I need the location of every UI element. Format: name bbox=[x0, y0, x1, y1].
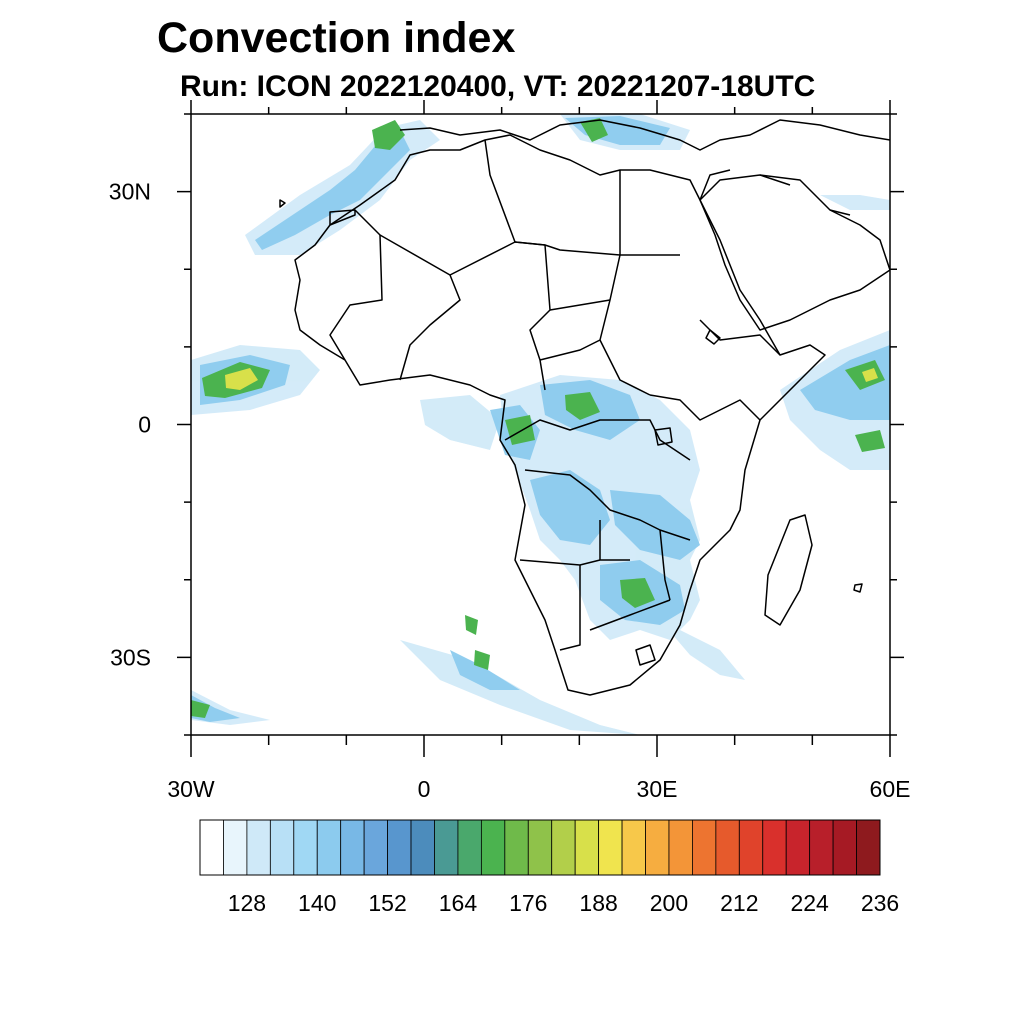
colorbar-label: 236 bbox=[861, 890, 899, 916]
colorbar-swatch bbox=[246, 819, 271, 876]
colorbar-label: 128 bbox=[228, 890, 266, 916]
colorbar-swatch bbox=[785, 819, 811, 876]
colorbar-swatch bbox=[457, 819, 482, 876]
lon-tick-label: 0 bbox=[418, 776, 431, 802]
colorbar-swatch bbox=[480, 819, 506, 876]
lon-tick-label: 60E bbox=[870, 776, 911, 802]
convection-field bbox=[191, 114, 890, 735]
colorbar-swatch bbox=[832, 819, 857, 876]
colorbar-swatch bbox=[316, 819, 342, 876]
colorbar-swatch bbox=[340, 819, 365, 876]
colorbar-swatch bbox=[762, 819, 787, 876]
lat-tick-label: 0 bbox=[138, 412, 151, 438]
colorbar-frame bbox=[199, 819, 881, 876]
colorbar-swatch bbox=[527, 819, 553, 876]
colorbar-label: 188 bbox=[579, 890, 617, 916]
chart-subtitle: Run: ICON 2022120400, VT: 20221207-18UTC bbox=[180, 70, 816, 103]
colorbar-swatch bbox=[738, 819, 764, 876]
axis-ticks bbox=[177, 100, 904, 757]
lat-tick-label: 30N bbox=[109, 179, 151, 205]
colorbar-label: 140 bbox=[298, 890, 336, 916]
colorbar-swatch bbox=[574, 819, 600, 876]
colorbar-labels: 128 140 152 164 176 188 200 212 224 236 bbox=[228, 890, 899, 916]
colorbar-swatch bbox=[668, 819, 693, 876]
coastlines-borders bbox=[279, 119, 890, 696]
colorbar-swatch bbox=[223, 819, 248, 876]
colorbar-swatch bbox=[434, 819, 459, 876]
colorbar-swatch bbox=[551, 819, 576, 876]
colorbar-swatch bbox=[363, 819, 388, 876]
colorbar-label: 164 bbox=[439, 890, 478, 916]
colorbar-label: 176 bbox=[509, 890, 547, 916]
lat-tick-label: 30S bbox=[110, 644, 151, 670]
lon-tick-label: 30E bbox=[637, 776, 678, 802]
colorbar-swatch bbox=[598, 819, 623, 876]
colorbar-swatch bbox=[809, 819, 834, 876]
colorbar-label: 200 bbox=[650, 890, 688, 916]
colorbar-label: 224 bbox=[790, 890, 829, 916]
colorbar-label: 152 bbox=[368, 890, 406, 916]
colorbar-swatch bbox=[410, 819, 435, 876]
colorbar-swatch bbox=[269, 819, 295, 876]
colorbar-swatch bbox=[387, 819, 412, 876]
colorbar-label: 212 bbox=[720, 890, 758, 916]
chart-title: Convection index bbox=[157, 14, 516, 62]
lon-tick-label: 30W bbox=[167, 776, 215, 802]
colorbar bbox=[199, 819, 881, 876]
colorbar-swatch bbox=[504, 819, 529, 876]
axis-tick-labels: 30N 0 30S 30W 0 30E 60E bbox=[109, 179, 911, 802]
colorbar-swatch bbox=[692, 819, 717, 876]
colorbar-swatch bbox=[715, 819, 740, 876]
colorbar-swatch bbox=[856, 819, 881, 876]
colorbar-swatch bbox=[645, 819, 670, 876]
colorbar-swatch bbox=[621, 819, 646, 876]
colorbar-swatch bbox=[293, 819, 318, 876]
colorbar-swatch bbox=[199, 819, 224, 876]
